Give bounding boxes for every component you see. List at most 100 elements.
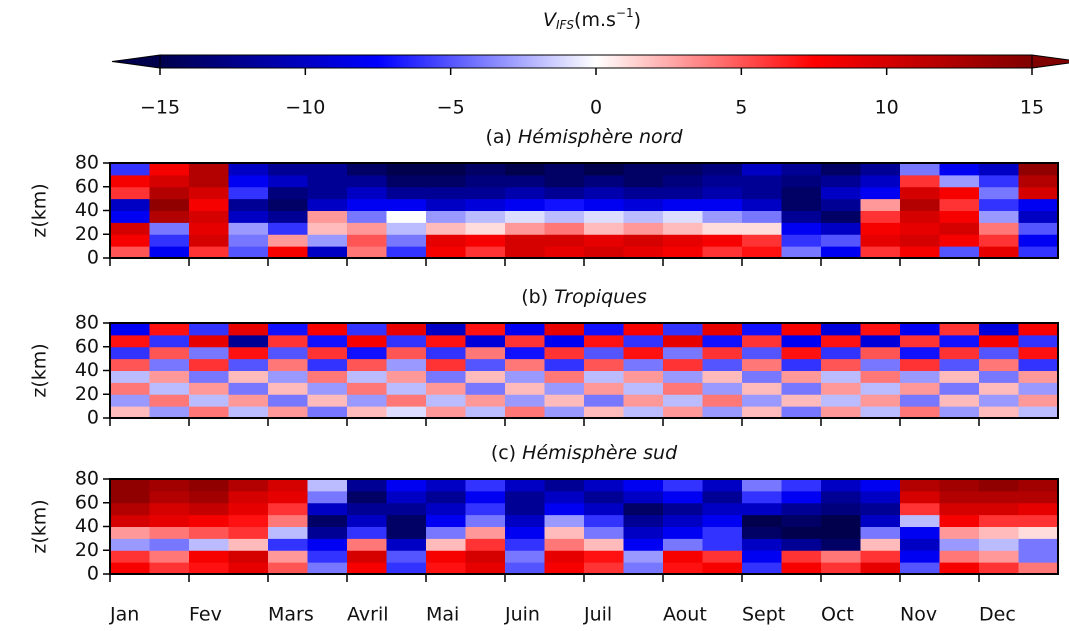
heatmap-cell [268,538,308,551]
heatmap-cell [663,382,703,395]
heatmap-cell [228,479,269,492]
heatmap-cell [742,550,782,563]
heatmap-cell [939,234,980,247]
x-tick-label: Juil [583,604,612,626]
x-tick-label: Mars [268,604,314,626]
heatmap-cell [544,526,585,539]
heatmap-cell [465,198,506,211]
heatmap-cell [544,538,585,551]
heatmap-cell [228,370,269,383]
heatmap-cell [702,186,743,200]
heatmap-cell [465,222,506,235]
heatmap-cell [584,198,624,211]
heatmap-cell [979,526,1019,539]
heatmap-cell [544,234,585,247]
colorbar-tick-label: 0 [590,97,602,119]
heatmap-cell [465,514,506,527]
heatmap-cell [979,382,1019,395]
heatmap-cell [742,222,782,235]
heatmap-cell [1018,370,1059,383]
heatmap-cell [228,550,269,563]
heatmap-cell [702,562,743,575]
heatmap-cell [900,234,940,247]
heatmap-cell [584,163,624,176]
heatmap-cell [110,526,150,539]
heatmap-cell [228,526,269,539]
heatmap-cell [189,406,229,419]
heatmap-cell [623,538,664,551]
heatmap-cell [505,358,545,371]
heatmap-cell [860,163,901,176]
panel-title: (b) Tropiques [521,286,647,308]
heatmap-cell [505,538,545,551]
heatmap-cell [110,246,150,259]
x-tick-label: Sept [742,604,785,626]
heatmap-cell [623,323,664,336]
heatmap-cell [663,538,703,551]
heatmap-cell [1018,186,1059,200]
heatmap-cell [149,323,190,336]
heatmap-cell [1018,490,1059,504]
heatmap-cell [110,550,150,563]
heatmap-cell [584,550,624,563]
heatmap-cell [307,382,348,395]
heatmap-cell [149,526,190,539]
heatmap-cell [307,210,348,223]
heatmap-cell [149,210,190,223]
heatmap-cell [1018,198,1059,211]
heatmap-cell [544,222,585,235]
y-tick-label: 40 [75,515,99,537]
heatmap-cell [979,198,1019,211]
heatmap-cell [742,514,782,527]
y-tick-label: 20 [75,383,99,405]
heatmap-cell [1018,222,1059,235]
heatmap-cell [1018,406,1059,419]
heatmap-cell [149,479,190,492]
heatmap-cell [663,550,703,563]
heatmap-cell [426,562,466,575]
panel-title: (c) Hémisphère sud [491,442,678,464]
heatmap-cell [544,174,585,188]
heatmap-cell [979,406,1019,419]
heatmap-cell [465,370,506,383]
heatmap-cell [544,562,585,575]
heatmap-cell [110,234,150,247]
heatmap-cell [110,186,150,200]
heatmap-cell [623,394,664,407]
heatmap-cell [821,323,861,336]
heatmap-cell [544,479,585,492]
heatmap-cell [426,198,466,211]
heatmap-cell [742,346,782,360]
heatmap-cell [781,490,822,504]
heatmap-cell [979,186,1019,200]
heatmap-cell [663,334,703,348]
heatmap-cell [663,163,703,176]
heatmap-cell [781,323,822,336]
heatmap-cell [663,490,703,504]
heatmap-cell [347,198,387,211]
heatmap-cell [939,198,980,211]
heatmap-cell [465,526,506,539]
y-tick-label: 40 [75,199,99,221]
heatmap-cell [426,186,466,200]
heatmap-cell [623,222,664,235]
heatmap-cell [979,358,1019,371]
heatmap-cell [386,406,427,419]
heatmap-cell [623,234,664,247]
heatmap-cell [347,538,387,551]
heatmap-cell [426,346,466,360]
heatmap-cell [189,479,229,492]
heatmap-cell [307,174,348,188]
heatmap-cell [544,394,585,407]
heatmap-cell [979,334,1019,348]
heatmap-cell [702,334,743,348]
heatmap-cell [742,490,782,504]
heatmap-cell [781,479,822,492]
heatmap-cell [347,222,387,235]
heatmap-cell [860,346,901,360]
heatmap-cell [228,382,269,395]
heatmap-cell [781,382,822,395]
heatmap-cell [860,198,901,211]
heatmap-cell [742,334,782,348]
heatmap-cell [307,562,348,575]
